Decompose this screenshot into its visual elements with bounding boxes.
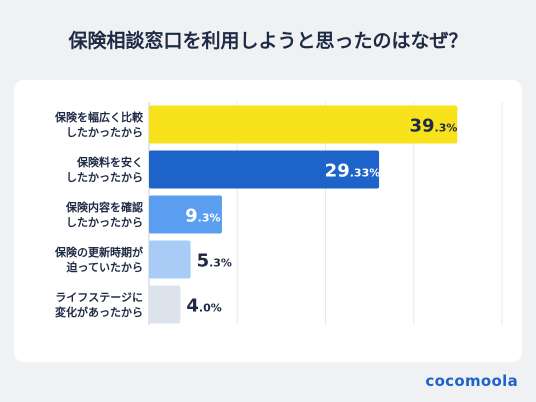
category-label-line: 変化があったから	[55, 305, 143, 319]
bar	[149, 105, 458, 144]
category-label-line: 迫っていたから	[66, 260, 143, 274]
category-label-line: 保険内容を確認	[66, 200, 143, 214]
category-label: ライフステージに 変化があったから	[23, 290, 143, 320]
value-label: 29.33%	[325, 161, 381, 182]
category-label: 保険の更新時期が 迫っていたから	[23, 245, 143, 275]
bar	[149, 195, 222, 234]
category-label: 保険を幅広く比較 したかったから	[23, 110, 143, 140]
brand-logo: cocomoola	[425, 372, 518, 390]
value-label: 4.0%	[186, 296, 221, 317]
category-label-line: 保険料を安く	[77, 155, 143, 169]
bar	[149, 150, 380, 189]
category-label-line: 保険を幅広く比較	[55, 110, 143, 124]
bar-chart: 39.3% 29.33% 9.3% 5.3% 4.0%	[148, 102, 503, 325]
category-label: 保険内容を確認 したかったから	[23, 200, 143, 230]
chart-title: 保険相談窓口を利用しようと思ったのはなぜ？	[68, 30, 468, 52]
value-label: 9.3%	[185, 206, 220, 227]
category-label-line: したかったから	[66, 215, 143, 229]
category-label: 保険料を安く したかったから	[23, 155, 143, 185]
value-label: 39.3%	[409, 116, 457, 137]
bar	[149, 240, 191, 279]
category-label-line: したかったから	[66, 170, 143, 184]
category-label-line: ライフステージに	[55, 290, 143, 304]
value-label: 5.3%	[197, 251, 232, 272]
chart-card: 保険を幅広く比較 したかったから 保険料を安く したかったから 保険内容を確認 したかった…	[14, 80, 522, 362]
category-label-line: 保険の更新時期が	[55, 245, 143, 259]
bar	[149, 285, 181, 324]
category-label-line: したかったから	[66, 125, 143, 139]
